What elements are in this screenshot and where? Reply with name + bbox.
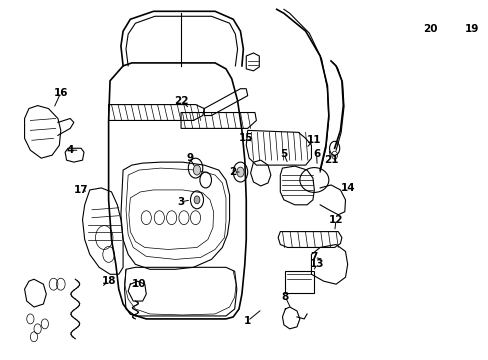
Text: 22: 22 — [173, 96, 188, 105]
Text: 17: 17 — [74, 185, 88, 195]
Text: 2: 2 — [229, 167, 236, 177]
Text: 5: 5 — [280, 149, 287, 159]
Text: 12: 12 — [328, 215, 343, 225]
Text: 20: 20 — [422, 24, 437, 34]
Text: 6: 6 — [312, 149, 320, 159]
Text: 15: 15 — [239, 133, 253, 143]
Text: 1: 1 — [244, 316, 251, 326]
Circle shape — [194, 196, 200, 204]
Text: 9: 9 — [186, 153, 193, 163]
Text: 19: 19 — [464, 24, 479, 34]
Text: 21: 21 — [323, 155, 338, 165]
Text: 8: 8 — [281, 292, 288, 302]
Text: 14: 14 — [340, 183, 354, 193]
Text: 7: 7 — [310, 252, 317, 262]
Text: 16: 16 — [53, 88, 68, 98]
Text: 18: 18 — [101, 276, 116, 286]
Circle shape — [193, 165, 200, 175]
Text: 13: 13 — [309, 259, 324, 269]
Text: 3: 3 — [177, 197, 184, 207]
Circle shape — [236, 167, 244, 177]
Text: 10: 10 — [132, 279, 146, 289]
Text: 11: 11 — [306, 135, 321, 145]
Text: 4: 4 — [66, 145, 74, 155]
